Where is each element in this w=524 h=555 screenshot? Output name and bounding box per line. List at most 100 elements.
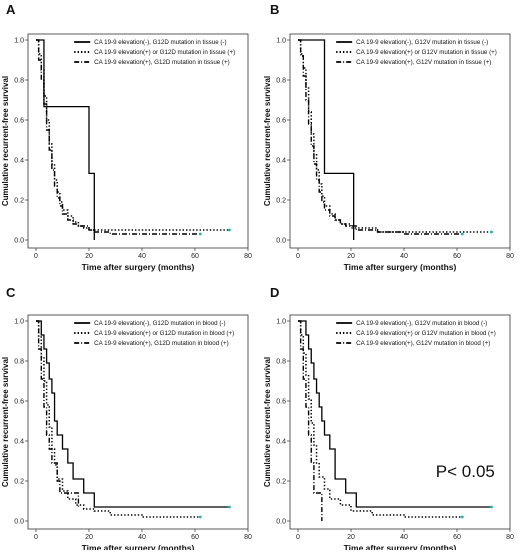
legend-entry: CA 19-9 elevation(+), G12D mutation in t… (94, 59, 230, 66)
y-tick-label: 0.4 (276, 157, 286, 164)
y-tick-label: 0.4 (14, 157, 24, 164)
x-axis-label: Time after surgery (months) (82, 543, 195, 550)
y-tick-label: 0.8 (14, 358, 24, 365)
panel-b: B 0.0 0.2 0.4 0.6 0.8 1.0 0 20 40 60 80 Time after … (262, 0, 524, 275)
survival-curve-solid (36, 320, 230, 508)
y-tick-label: 1.0 (14, 318, 24, 325)
legend-entry: CA 19-9 elevation(+), G12D mutation in b… (94, 340, 228, 347)
legend-entry: CA 19-9 elevation(+) or G12V mutation in… (356, 49, 497, 56)
panel-letter-c: C (6, 285, 16, 300)
survival-curve-dotted (36, 39, 230, 231)
x-axis-label: Time after surgery (months) (344, 543, 457, 550)
x-tick-label: 20 (85, 534, 93, 541)
x-tick-label: 60 (453, 534, 461, 541)
y-axis-label: Cumulative recurrent-free survival (1, 357, 10, 487)
chart-c: 0.0 0.2 0.4 0.6 0.8 1.0 0 20 40 60 80 Time after su… (1, 314, 252, 553)
censor-marker (490, 230, 493, 234)
censor-marker (228, 228, 231, 232)
y-tick-label: 0.8 (276, 358, 286, 365)
x-axis-label: Time after surgery (months) (82, 262, 195, 272)
y-tick-label: 1.0 (276, 318, 286, 325)
legend-entry: CA 19-9 elevation(+), G12V mutation in t… (356, 59, 491, 66)
censor-marker (198, 232, 202, 236)
plot-frame (289, 33, 511, 249)
x-tick-label: 40 (138, 534, 146, 541)
x-tick-label: 0 (34, 534, 38, 541)
plot-frame (27, 33, 249, 249)
survival-curve-dotted (36, 320, 201, 518)
y-tick-label: 0.4 (276, 438, 286, 445)
survival-curve-dashdot (36, 320, 80, 507)
survival-curve-dotted (298, 39, 492, 233)
x-tick-label: 40 (400, 253, 408, 260)
y-tick-label: 0.8 (14, 77, 24, 84)
survival-curve-dashdot (36, 39, 201, 235)
plot-frame (289, 314, 511, 530)
y-tick-label: 0.6 (14, 117, 24, 124)
panel-c: C 0.0 0.2 0.4 0.6 0.8 1.0 0 20 40 60 80 Time after … (0, 275, 262, 553)
survival-curve-solid (298, 39, 355, 240)
y-axis-label: Cumulative recurrent-free survival (263, 357, 272, 487)
y-tick-label: 0.4 (14, 438, 24, 445)
x-tick-label: 60 (191, 253, 199, 260)
x-tick-label: 20 (347, 253, 355, 260)
p-value-annotation: P< 0.05 (436, 462, 495, 481)
y-tick-label: 0.6 (14, 398, 24, 405)
censor-marker (460, 232, 464, 236)
y-tick-label: 0.8 (276, 77, 286, 84)
legend-entry: CA 19-9 elevation(-), G12D mutation in t… (94, 39, 226, 46)
x-tick-label: 0 (296, 534, 300, 541)
chart-a: 0.0 0.2 0.4 0.6 0.8 1.0 0 20 40 60 80 Time after su… (1, 33, 252, 272)
y-axis-label: Cumulative recurrent-free survival (263, 76, 272, 206)
x-tick-label: 20 (347, 534, 355, 541)
y-tick-label: 0.0 (14, 518, 24, 525)
censor-marker (198, 515, 202, 519)
x-tick-label: 0 (296, 253, 300, 260)
y-tick-label: 0.2 (14, 197, 24, 204)
y-tick-label: 1.0 (14, 37, 24, 44)
panel-letter-a: A (6, 2, 16, 17)
legend-entry: CA 19-9 elevation(-), G12D mutation in b… (94, 320, 225, 327)
legend-entry: CA 19-9 elevation(-), G12V mutation in b… (356, 320, 487, 327)
y-tick-label: 0.2 (276, 197, 286, 204)
x-tick-label: 40 (400, 534, 408, 541)
x-axis-label: Time after surgery (months) (344, 262, 457, 272)
survival-curve-solid (298, 320, 492, 508)
censor-marker (460, 515, 464, 519)
legend-entry: CA 19-9 elevation(+) or G12D mutation in… (94, 49, 235, 56)
y-tick-label: 0.6 (276, 398, 286, 405)
legend-entry: CA 19-9 elevation(+) or G12V mutation in… (356, 330, 496, 337)
chart-d: 0.0 0.2 0.4 0.6 0.8 1.0 0 20 40 60 80 Time after su… (263, 314, 514, 553)
survival-curve-dashdot (298, 320, 323, 521)
y-tick-label: 0.2 (14, 478, 24, 485)
plot-frame (27, 314, 249, 530)
y-tick-label: 1.0 (276, 37, 286, 44)
y-tick-label: 0.2 (276, 478, 286, 485)
x-tick-label: 60 (453, 253, 461, 260)
survival-curve-dotted (298, 320, 463, 518)
y-tick-label: 0.0 (276, 237, 286, 244)
survival-curve-solid (36, 39, 95, 240)
panel-a: A 0.0 0.2 0.4 0.6 0.8 1.0 0 20 40 60 80 Time after … (0, 0, 262, 275)
censor-marker (228, 505, 231, 509)
x-tick-label: 0 (34, 253, 38, 260)
x-tick-label: 80 (244, 253, 252, 260)
x-tick-label: 40 (138, 253, 146, 260)
chart-b: 0.0 0.2 0.4 0.6 0.8 1.0 0 20 40 60 80 Time after su… (263, 33, 514, 272)
legend-entry: CA 19-9 elevation(+), G12V mutation in b… (356, 340, 490, 347)
x-tick-label: 20 (85, 253, 93, 260)
censor-marker (490, 505, 493, 509)
x-tick-label: 80 (506, 534, 514, 541)
y-tick-label: 0.0 (276, 518, 286, 525)
legend-entry: CA 19-9 elevation(-), G12V mutation in t… (356, 39, 488, 46)
x-tick-label: 80 (506, 253, 514, 260)
legend-entry: CA 19-9 elevation(+) or G12D mutation in… (94, 330, 234, 337)
y-tick-label: 0.0 (14, 237, 24, 244)
x-tick-label: 60 (191, 534, 199, 541)
y-axis-label: Cumulative recurrent-free survival (1, 76, 10, 206)
x-tick-label: 80 (244, 534, 252, 541)
y-tick-label: 0.6 (276, 117, 286, 124)
survival-curve-dashdot (298, 39, 463, 235)
panel-d: D 0.0 0.2 0.4 0.6 0.8 1.0 0 20 40 60 80 Time after … (262, 275, 524, 553)
panel-letter-d: D (270, 285, 280, 300)
